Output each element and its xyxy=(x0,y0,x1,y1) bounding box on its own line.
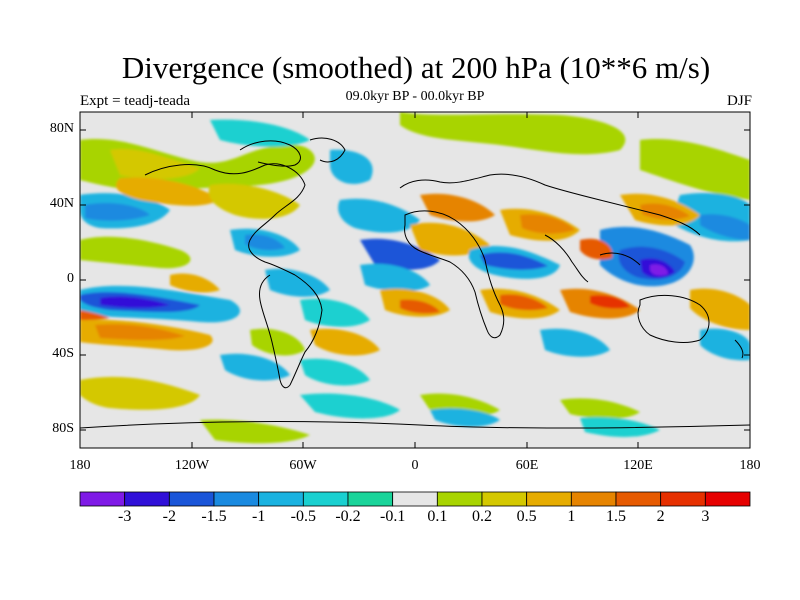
lon-label-0: 0 xyxy=(411,458,419,473)
colorbar-swatch xyxy=(347,491,394,507)
colorbar-swatch xyxy=(79,491,126,507)
lon-label-60w: 60W xyxy=(289,458,317,473)
axis-ticks xyxy=(79,112,751,448)
colorbar-swatch xyxy=(615,491,662,507)
colorbar-label: 1.5 xyxy=(606,508,626,525)
lat-label-0: 0 xyxy=(67,271,74,286)
colorbar-label: 2 xyxy=(656,508,665,525)
colorbar-swatch xyxy=(392,491,438,507)
colorbar-swatch xyxy=(258,491,304,507)
lat-label-40n: 40N xyxy=(49,196,74,211)
colorbar-swatch xyxy=(481,491,528,507)
lon-label-180e: 180 xyxy=(739,458,761,473)
lon-label-180w: 180 xyxy=(69,458,91,473)
colorbar-label: -2 xyxy=(162,508,176,525)
coastlines xyxy=(80,137,750,429)
colorbar-swatch xyxy=(302,491,349,507)
colorbar-swatch xyxy=(704,491,751,507)
colorbar-label: -1 xyxy=(251,508,266,525)
season-label: DJF xyxy=(726,93,752,109)
colorbar-label: 0.2 xyxy=(472,508,492,525)
colorbar-swatch xyxy=(124,491,170,507)
colorbar-swatch xyxy=(213,491,260,507)
figure-title: Divergence (smoothed) at 200 hPa (10**6 … xyxy=(121,50,711,85)
lat-label-40s: 40S xyxy=(52,346,74,361)
colorbar-label: -0.1 xyxy=(379,508,406,525)
colorbar-swatch xyxy=(660,491,706,507)
colorbar xyxy=(79,491,751,507)
colorbar-swatch xyxy=(570,491,617,507)
colorbar-label: 0.5 xyxy=(516,508,537,525)
colorbar-swatch xyxy=(168,491,215,507)
lat-label-80s: 80S xyxy=(52,421,74,436)
colorbar-label: -3 xyxy=(117,508,132,525)
colorbar-label: 1 xyxy=(567,508,576,525)
experiment-label: Expt = teadj-teada xyxy=(80,93,191,109)
figure-subtitle: 09.0kyr BP - 00.0kyr BP xyxy=(345,89,485,104)
lon-label-60e: 60E xyxy=(515,458,539,473)
colorbar-swatch xyxy=(436,491,483,507)
colorbar-label: 3 xyxy=(701,508,710,525)
colorbar-label: -1.5 xyxy=(201,508,227,525)
colorbar-label: 0.1 xyxy=(427,508,448,525)
lon-label-120e: 120E xyxy=(623,458,653,473)
lat-label-80n: 80N xyxy=(49,121,74,136)
colorbar-label: -0.5 xyxy=(290,508,316,525)
colorbar-swatch xyxy=(526,491,572,507)
lon-label-120w: 120W xyxy=(174,458,210,473)
colorbar-label: -0.2 xyxy=(335,508,361,525)
